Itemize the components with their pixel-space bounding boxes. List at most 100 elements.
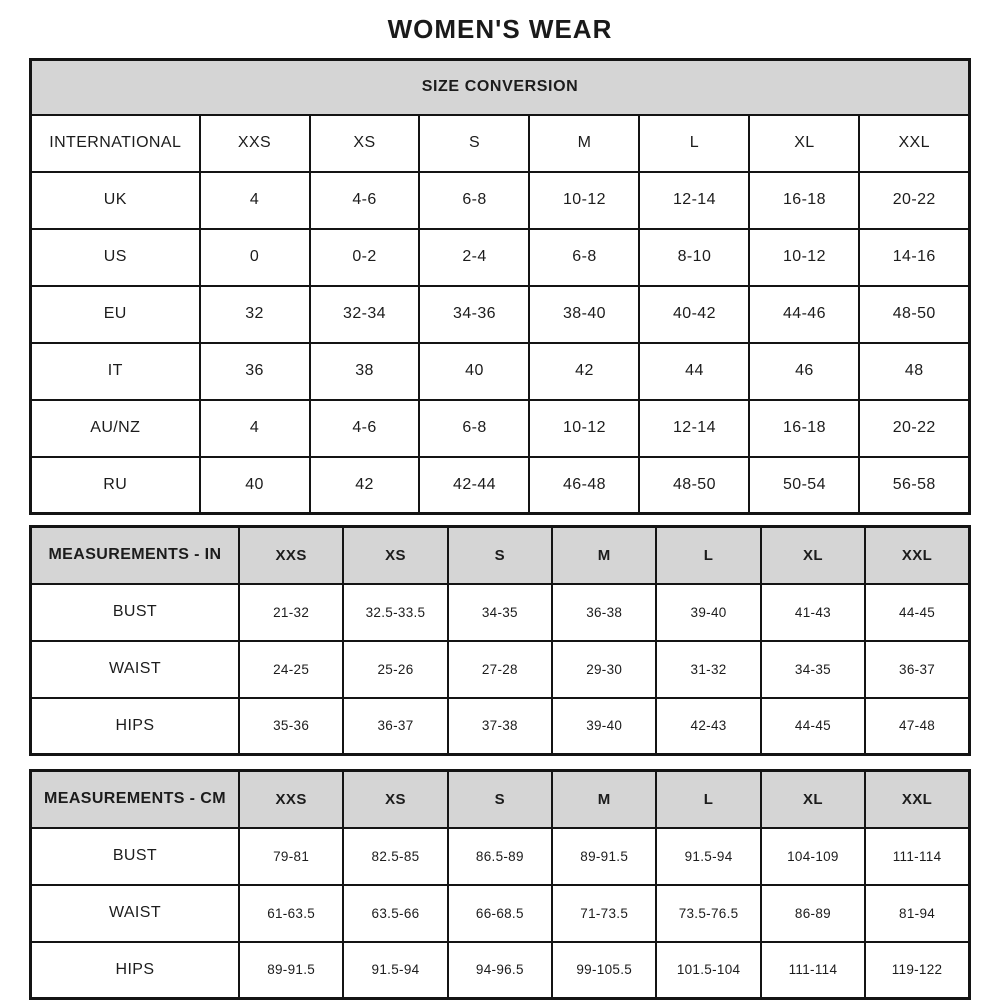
row-label-cell: WAIST (29, 639, 240, 699)
row-label-cell: WAIST (29, 883, 240, 943)
value-cell: 4 (198, 398, 311, 458)
value-cell: 61-63.5 (237, 883, 345, 943)
value-cell: 35-36 (237, 696, 345, 756)
value-cell: 89-91.5 (551, 826, 658, 886)
value-cell: 91.5-94 (655, 826, 762, 886)
value-cell: 36-37 (342, 696, 449, 756)
value-cell: 48 (858, 341, 971, 401)
value-cell: 16-18 (748, 170, 861, 230)
header-size-cell: XXL (864, 525, 971, 585)
value-cell: 63.5-66 (342, 883, 449, 943)
value-cell: 6-8 (418, 170, 531, 230)
table-header-row: INTERNATIONAL XXS XS S M L XL XXL (29, 113, 971, 173)
value-cell: 40-42 (638, 284, 751, 344)
value-cell: 32.5-33.5 (342, 582, 449, 642)
value-cell: 40 (418, 341, 531, 401)
value-cell: 14-16 (858, 227, 971, 287)
value-cell: 34-36 (418, 284, 531, 344)
row-label-cell: UK (29, 170, 201, 230)
value-cell: 50-54 (748, 455, 861, 515)
size-conversion-table: SIZE CONVERSION INTERNATIONAL XXS XS S M L XL XX… (29, 58, 971, 515)
header-size-cell: L (655, 769, 762, 829)
table-banner-row: SIZE CONVERSION (29, 58, 971, 116)
table-row: EU 32 32-34 34-36 38-40 40-42 44-46 48-50 (29, 284, 971, 344)
value-cell: 73.5-76.5 (655, 883, 762, 943)
value-cell: 31-32 (655, 639, 762, 699)
table-row: HIPS 89-91.5 91.5-94 94-96.5 99-105.5 101.5-1… (29, 940, 971, 1000)
table-header-row: MEASUREMENTS - IN XXS XS S M L XL XXL (29, 525, 971, 585)
row-label-cell: HIPS (29, 696, 240, 756)
value-cell: 6-8 (528, 227, 641, 287)
value-cell: 32-34 (308, 284, 421, 344)
value-cell: 36-38 (551, 582, 658, 642)
value-cell: 56-58 (858, 455, 971, 515)
header-size-cell: XXL (858, 113, 971, 173)
value-cell: 37-38 (446, 696, 554, 756)
row-label-cell: AU/NZ (29, 398, 201, 458)
value-cell: 71-73.5 (551, 883, 658, 943)
table-row: UK 4 4-6 6-8 10-12 12-14 16-18 20-22 (29, 170, 971, 230)
table-header-row: MEASUREMENTS - CM XXS XS S M L XL XXL (29, 769, 971, 829)
value-cell: 4-6 (308, 170, 421, 230)
header-size-cell: L (655, 525, 762, 585)
value-cell: 86.5-89 (446, 826, 554, 886)
value-cell: 12-14 (638, 170, 751, 230)
header-size-cell: S (446, 769, 554, 829)
measurements-in-table: MEASUREMENTS - IN XXS XS S M L XL XXL BUST 21-32 3… (29, 525, 971, 756)
table-row: RU 40 42 42-44 46-48 48-50 50-54 56-58 (29, 455, 971, 515)
value-cell: 32 (198, 284, 311, 344)
value-cell: 10-12 (528, 398, 641, 458)
value-cell: 41-43 (759, 582, 867, 642)
row-label-cell: BUST (29, 826, 240, 886)
value-cell: 12-14 (638, 398, 751, 458)
value-cell: 42 (308, 455, 421, 515)
value-cell: 119-122 (864, 940, 971, 1000)
table-row: IT 36 38 40 42 44 46 48 (29, 341, 971, 401)
row-label-cell: EU (29, 284, 201, 344)
value-cell: 46-48 (528, 455, 641, 515)
header-size-cell: S (446, 525, 554, 585)
value-cell: 82.5-85 (342, 826, 449, 886)
header-size-cell: S (418, 113, 531, 173)
row-label-cell: HIPS (29, 940, 240, 1000)
table-spacer (29, 515, 971, 525)
value-cell: 86-89 (759, 883, 867, 943)
table-row: BUST 21-32 32.5-33.5 34-35 36-38 39-40 41-43 44… (29, 582, 971, 642)
table-row: WAIST 61-63.5 63.5-66 66-68.5 71-73.5 73.5-76… (29, 883, 971, 943)
value-cell: 38-40 (528, 284, 641, 344)
value-cell: 44-45 (864, 582, 971, 642)
value-cell: 10-12 (748, 227, 861, 287)
table-row: AU/NZ 4 4-6 6-8 10-12 12-14 16-18 20-22 (29, 398, 971, 458)
value-cell: 0 (198, 227, 311, 287)
value-cell: 6-8 (418, 398, 531, 458)
value-cell: 36 (198, 341, 311, 401)
value-cell: 34-35 (759, 639, 867, 699)
page-title: WOMEN'S WEAR (387, 14, 613, 44)
value-cell: 38 (308, 341, 421, 401)
value-cell: 48-50 (858, 284, 971, 344)
value-cell: 0-2 (308, 227, 421, 287)
value-cell: 21-32 (237, 582, 345, 642)
header-size-cell: XXS (237, 525, 345, 585)
header-size-cell: L (638, 113, 751, 173)
value-cell: 94-96.5 (446, 940, 554, 1000)
value-cell: 111-114 (864, 826, 971, 886)
value-cell: 39-40 (551, 696, 658, 756)
value-cell: 8-10 (638, 227, 751, 287)
value-cell: 27-28 (446, 639, 554, 699)
value-cell: 40 (198, 455, 311, 515)
value-cell: 20-22 (858, 398, 971, 458)
value-cell: 47-48 (864, 696, 971, 756)
value-cell: 44 (638, 341, 751, 401)
value-cell: 104-109 (759, 826, 867, 886)
value-cell: 29-30 (551, 639, 658, 699)
value-cell: 101.5-104 (655, 940, 762, 1000)
value-cell: 20-22 (858, 170, 971, 230)
value-cell: 89-91.5 (237, 940, 345, 1000)
value-cell: 42 (528, 341, 641, 401)
value-cell: 2-4 (418, 227, 531, 287)
header-size-cell: XS (308, 113, 421, 173)
header-label-cell: MEASUREMENTS - IN (29, 525, 240, 585)
table-row: HIPS 35-36 36-37 37-38 39-40 42-43 44-45 47-48 (29, 696, 971, 756)
